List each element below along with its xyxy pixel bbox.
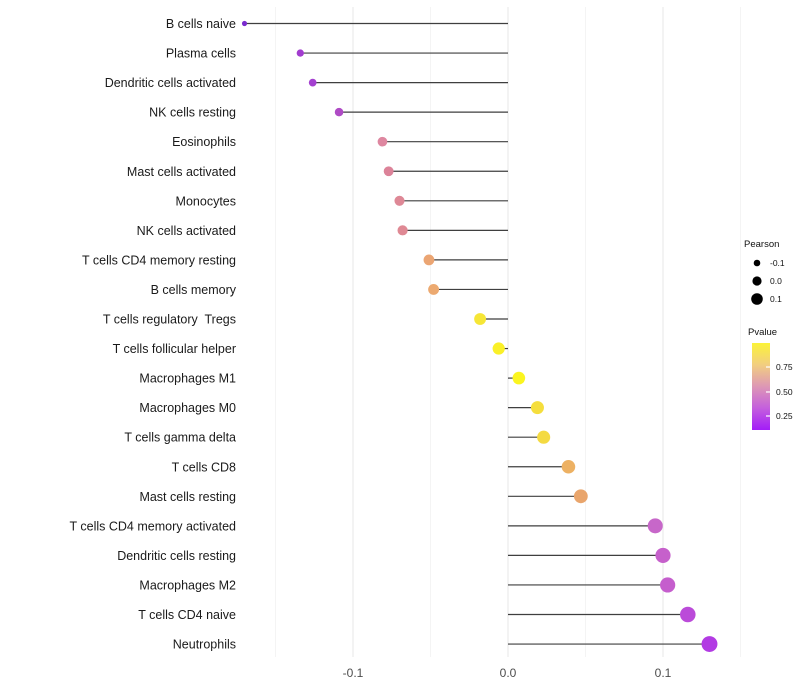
row-label: T cells follicular helper: [113, 342, 236, 356]
lollipop-row: B cells memory: [151, 283, 508, 297]
row-label: T cells regulatory Tregs: [103, 313, 236, 327]
lollipop-row: T cells CD4 naive: [138, 606, 696, 623]
legend-size: Pearson -0.1 0.0 0.1: [744, 239, 785, 305]
lollipop-row: NK cells activated: [137, 224, 508, 238]
legend-size-title: Pearson: [744, 239, 779, 250]
row-label: Plasma cells: [166, 47, 236, 61]
legend-size-label: 0.0: [770, 276, 782, 286]
lollipop-row: Eosinophils: [172, 135, 508, 149]
x-tick-label: -0.1: [343, 666, 364, 680]
lollipop-row: T cells CD4 memory resting: [82, 253, 508, 267]
x-tick-label: 0.1: [655, 666, 672, 680]
lollipop-row: Monocytes: [176, 194, 508, 208]
row-label: Neutrophils: [173, 638, 236, 652]
row-label: Mast cells activated: [127, 165, 236, 179]
lollipop-row: Mast cells activated: [127, 165, 508, 179]
lollipop-dot: [334, 107, 344, 117]
x-tick-label: 0.0: [500, 666, 517, 680]
lollipop-row: Dendritic cells activated: [105, 76, 508, 90]
row-label: NK cells resting: [149, 106, 236, 120]
row-label: Monocytes: [176, 194, 236, 208]
gridlines: [275, 7, 741, 657]
legend-size-dot: [753, 259, 761, 267]
lollipop-dot: [383, 166, 394, 177]
lollipop-row: T cells CD8: [172, 459, 576, 474]
lollipop-row: T cells CD4 memory activated: [70, 518, 663, 534]
lollipop-row: T cells gamma delta: [124, 430, 551, 445]
row-label: Macrophages M1: [139, 372, 236, 386]
lollipop-dot: [296, 49, 304, 57]
lollipop-dot: [241, 20, 248, 27]
row-label: T cells gamma delta: [124, 431, 236, 445]
legend-size-label: 0.1: [770, 294, 782, 304]
legend-size-dot: [752, 276, 762, 286]
x-axis: -0.1 0.0 0.1: [343, 666, 672, 680]
legend-size-dot: [751, 293, 763, 305]
legend-color-label: 0.50: [776, 387, 793, 397]
lollipop-dot: [680, 606, 696, 623]
lollipop-row: Macrophages M1: [139, 371, 526, 386]
lollipop-dot: [561, 459, 576, 474]
row-label: B cells memory: [151, 283, 237, 297]
lollipop-dot: [394, 195, 405, 206]
row-label: T cells CD4 memory resting: [82, 253, 236, 267]
lollipop-dot: [512, 371, 526, 385]
lollipop-dot: [573, 489, 588, 504]
row-label: NK cells activated: [137, 224, 236, 238]
lollipop-dot: [701, 636, 718, 652]
lollipop-row: B cells naive: [166, 17, 508, 31]
legend-size-label: -0.1: [770, 258, 785, 268]
lollipop-dot: [530, 401, 544, 415]
lollipop-dot: [537, 430, 551, 444]
lollipop-dot: [423, 254, 435, 266]
lollipop-dot: [308, 78, 317, 87]
lollipop-row: Neutrophils: [173, 636, 718, 652]
lollipop-dot: [492, 342, 505, 355]
lollipop-row: Mast cells resting: [139, 489, 588, 504]
row-label: Mast cells resting: [139, 490, 236, 504]
lollipop-dot: [397, 225, 408, 236]
row-label: Macrophages M0: [139, 401, 236, 415]
lollipop-row: Dendritic cells resting: [117, 547, 671, 563]
legend-colorbar: [752, 343, 770, 430]
row-label: Dendritic cells activated: [105, 76, 236, 90]
legend-color-label: 0.75: [776, 362, 793, 372]
row-label: B cells naive: [166, 17, 236, 31]
lollipop-row: Macrophages M2: [139, 577, 676, 593]
lollipop-dot: [377, 136, 388, 147]
row-label: Eosinophils: [172, 135, 236, 149]
row-label: T cells CD4 naive: [138, 608, 236, 622]
lollipop-row: T cells regulatory Tregs: [103, 313, 508, 327]
lollipop-dot: [655, 547, 671, 563]
lollipop-dot: [474, 313, 487, 325]
row-label: Macrophages M2: [139, 578, 236, 592]
row-label: T cells CD8: [172, 460, 236, 474]
row-label: T cells CD4 memory activated: [70, 519, 237, 533]
lollipop-row: Plasma cells: [166, 47, 508, 61]
lollipop-row: NK cells resting: [149, 106, 508, 120]
lollipop-dot: [428, 284, 440, 295]
row-label: Dendritic cells resting: [117, 549, 236, 563]
lollipop-row: T cells follicular helper: [113, 342, 508, 356]
legend-color: Pvalue 0.75 0.50 0.25: [748, 327, 793, 430]
lollipop-dot: [660, 577, 676, 593]
lollipop-row: Macrophages M0: [139, 401, 544, 415]
lollipop-dot: [647, 518, 663, 534]
legend-color-label: 0.25: [776, 411, 793, 421]
legend-color-title: Pvalue: [748, 327, 777, 338]
